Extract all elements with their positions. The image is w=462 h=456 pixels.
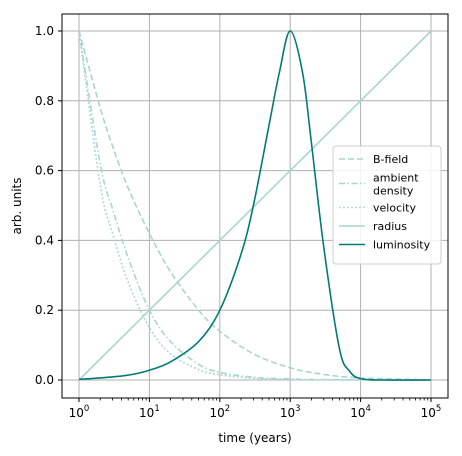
legend-label: ambient density	[373, 172, 419, 198]
axis-ticks: 100 101 102 103 104 105 0.0 0.2 0.4 0.6 0.8 1.0	[35, 24, 441, 420]
legend-label: radius	[373, 220, 407, 233]
x-axis-label: time (years)	[218, 431, 291, 445]
y-tick-label: 0.2	[35, 303, 54, 317]
legend: B-field ambient density velocity radius lumin…	[332, 145, 442, 265]
y-tick-label: 0.8	[35, 94, 54, 108]
series-line-ambient-density	[78, 30, 432, 381]
series-line-luminosity	[78, 30, 432, 381]
x-tick-label: 105	[421, 404, 442, 420]
y-tick-label: 0.4	[35, 233, 54, 247]
legend-label: velocity	[373, 202, 416, 215]
series-line-radius	[78, 30, 432, 381]
legend-box	[332, 145, 442, 265]
x-tick-label: 103	[280, 404, 301, 420]
legend-label: luminosity	[373, 239, 431, 252]
y-axis-label: arb. units	[10, 177, 24, 234]
series-line-b-field	[78, 30, 432, 381]
x-tick-label: 101	[139, 404, 160, 420]
legend-label: B-field	[373, 153, 408, 166]
y-tick-label: 1.0	[35, 24, 54, 38]
y-tick-label: 0.0	[35, 373, 54, 387]
x-tick-label: 104	[350, 404, 371, 420]
series-lines	[78, 30, 432, 381]
y-tick-label: 0.6	[35, 164, 54, 178]
x-tick-label: 102	[209, 404, 230, 420]
plot-frame	[61, 13, 449, 399]
x-tick-label: 100	[69, 404, 90, 420]
